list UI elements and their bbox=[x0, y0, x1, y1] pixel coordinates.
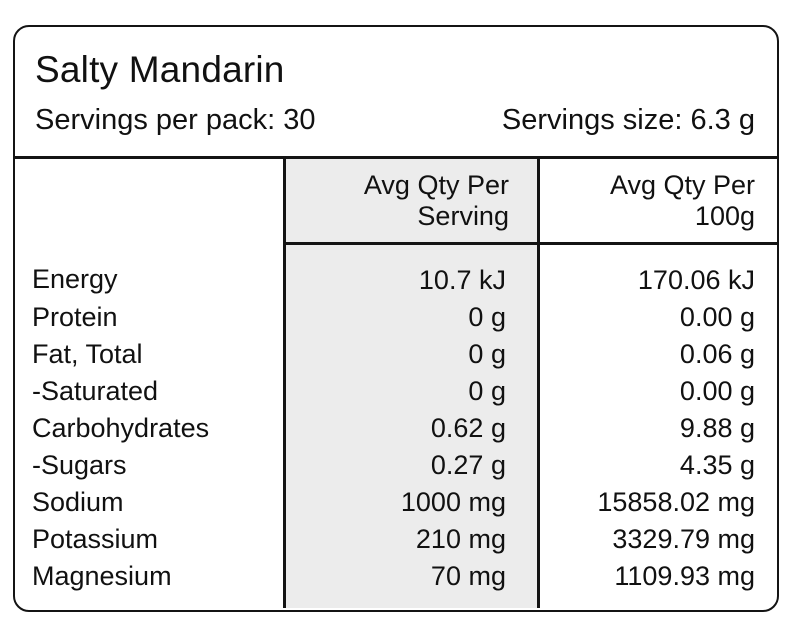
table-header-row: Avg Qty Per Serving Avg Qty Per 100g bbox=[15, 157, 777, 245]
nutrient-row: Magnesium 70 mg 1109.93 mg bbox=[15, 558, 777, 608]
per-serving-value: 0 g bbox=[283, 299, 540, 336]
nutrient-row: Potassium 210 mg 3329.79 mg bbox=[15, 521, 777, 558]
per-100g-value: 3329.79 mg bbox=[612, 524, 755, 554]
per-100g-value: 0.00 g bbox=[679, 302, 755, 332]
nutrient-row: Sodium 1000 mg 15858.02 mg bbox=[15, 484, 777, 521]
per-serving-value: 10.7 kJ bbox=[283, 243, 540, 299]
column-header-per-serving: Avg Qty Per Serving bbox=[283, 157, 540, 245]
column-header-per-100g: Avg Qty Per 100g bbox=[538, 157, 777, 245]
nutrient-label: Carbohydrates bbox=[32, 413, 210, 443]
per-serving-value: 0 g bbox=[283, 336, 540, 373]
nutrient-row: Protein 0 g 0.00 g bbox=[15, 299, 777, 336]
per-serving-value: 0.27 g bbox=[283, 447, 540, 484]
per-100g-value: 4.35 g bbox=[679, 450, 755, 480]
nutrient-row: Energy 10.7 kJ 170.06 kJ bbox=[15, 243, 777, 299]
nutrient-label: -Sugars bbox=[32, 450, 127, 480]
per-100g-value: 0.06 g bbox=[679, 339, 755, 369]
panel-header: Salty Mandarin Servings per pack: 30 Ser… bbox=[15, 27, 777, 156]
per-serving-value: 0 g bbox=[283, 373, 540, 410]
per-serving-value: 70 mg bbox=[283, 558, 540, 608]
nutrient-label: Magnesium bbox=[32, 561, 172, 591]
per-100g-value: 0.00 g bbox=[679, 376, 755, 406]
nutrient-row: Fat, Total 0 g 0.06 g bbox=[15, 336, 777, 373]
product-title: Salty Mandarin bbox=[35, 49, 285, 90]
nutrient-label: Energy bbox=[32, 264, 118, 295]
per-100g-value: 170.06 kJ bbox=[637, 265, 755, 295]
column-header-blank bbox=[15, 158, 285, 244]
serving-size: Servings size: 6.3 g bbox=[501, 104, 755, 136]
per-100g-value: 9.88 g bbox=[679, 413, 755, 443]
servings-row: Servings per pack: 30 Servings size: 6.3… bbox=[35, 102, 755, 138]
servings-per-pack: Servings per pack: 30 bbox=[35, 104, 316, 136]
nutrient-label: -Saturated bbox=[32, 376, 159, 406]
column-header-per-100g-line1: Avg Qty Per bbox=[609, 169, 755, 200]
nutrient-row: -Sugars 0.27 g 4.35 g bbox=[15, 447, 777, 484]
nutrient-label: Fat, Total bbox=[32, 339, 143, 369]
nutrient-label: Sodium bbox=[32, 487, 124, 517]
nutrient-label: Protein bbox=[32, 302, 118, 332]
column-header-per-serving-line1: Avg Qty Per bbox=[363, 169, 509, 200]
per-serving-value: 0.62 g bbox=[283, 410, 540, 447]
nutrient-label: Potassium bbox=[32, 524, 159, 554]
column-header-per-100g-line2: 100g bbox=[694, 200, 755, 231]
nutrient-row: -Saturated 0 g 0.00 g bbox=[15, 373, 777, 410]
nutrition-panel: Salty Mandarin Servings per pack: 30 Ser… bbox=[13, 25, 779, 612]
per-100g-value: 15858.02 mg bbox=[597, 487, 755, 517]
per-100g-value: 1109.93 mg bbox=[614, 561, 755, 591]
column-header-per-serving-line2: Serving bbox=[417, 200, 509, 231]
nutrient-row: Carbohydrates 0.62 g 9.88 g bbox=[15, 410, 777, 447]
per-serving-value: 1000 mg bbox=[283, 484, 540, 521]
per-serving-value: 210 mg bbox=[283, 521, 540, 558]
nutrition-table: Avg Qty Per Serving Avg Qty Per 100g Ene… bbox=[15, 156, 777, 608]
